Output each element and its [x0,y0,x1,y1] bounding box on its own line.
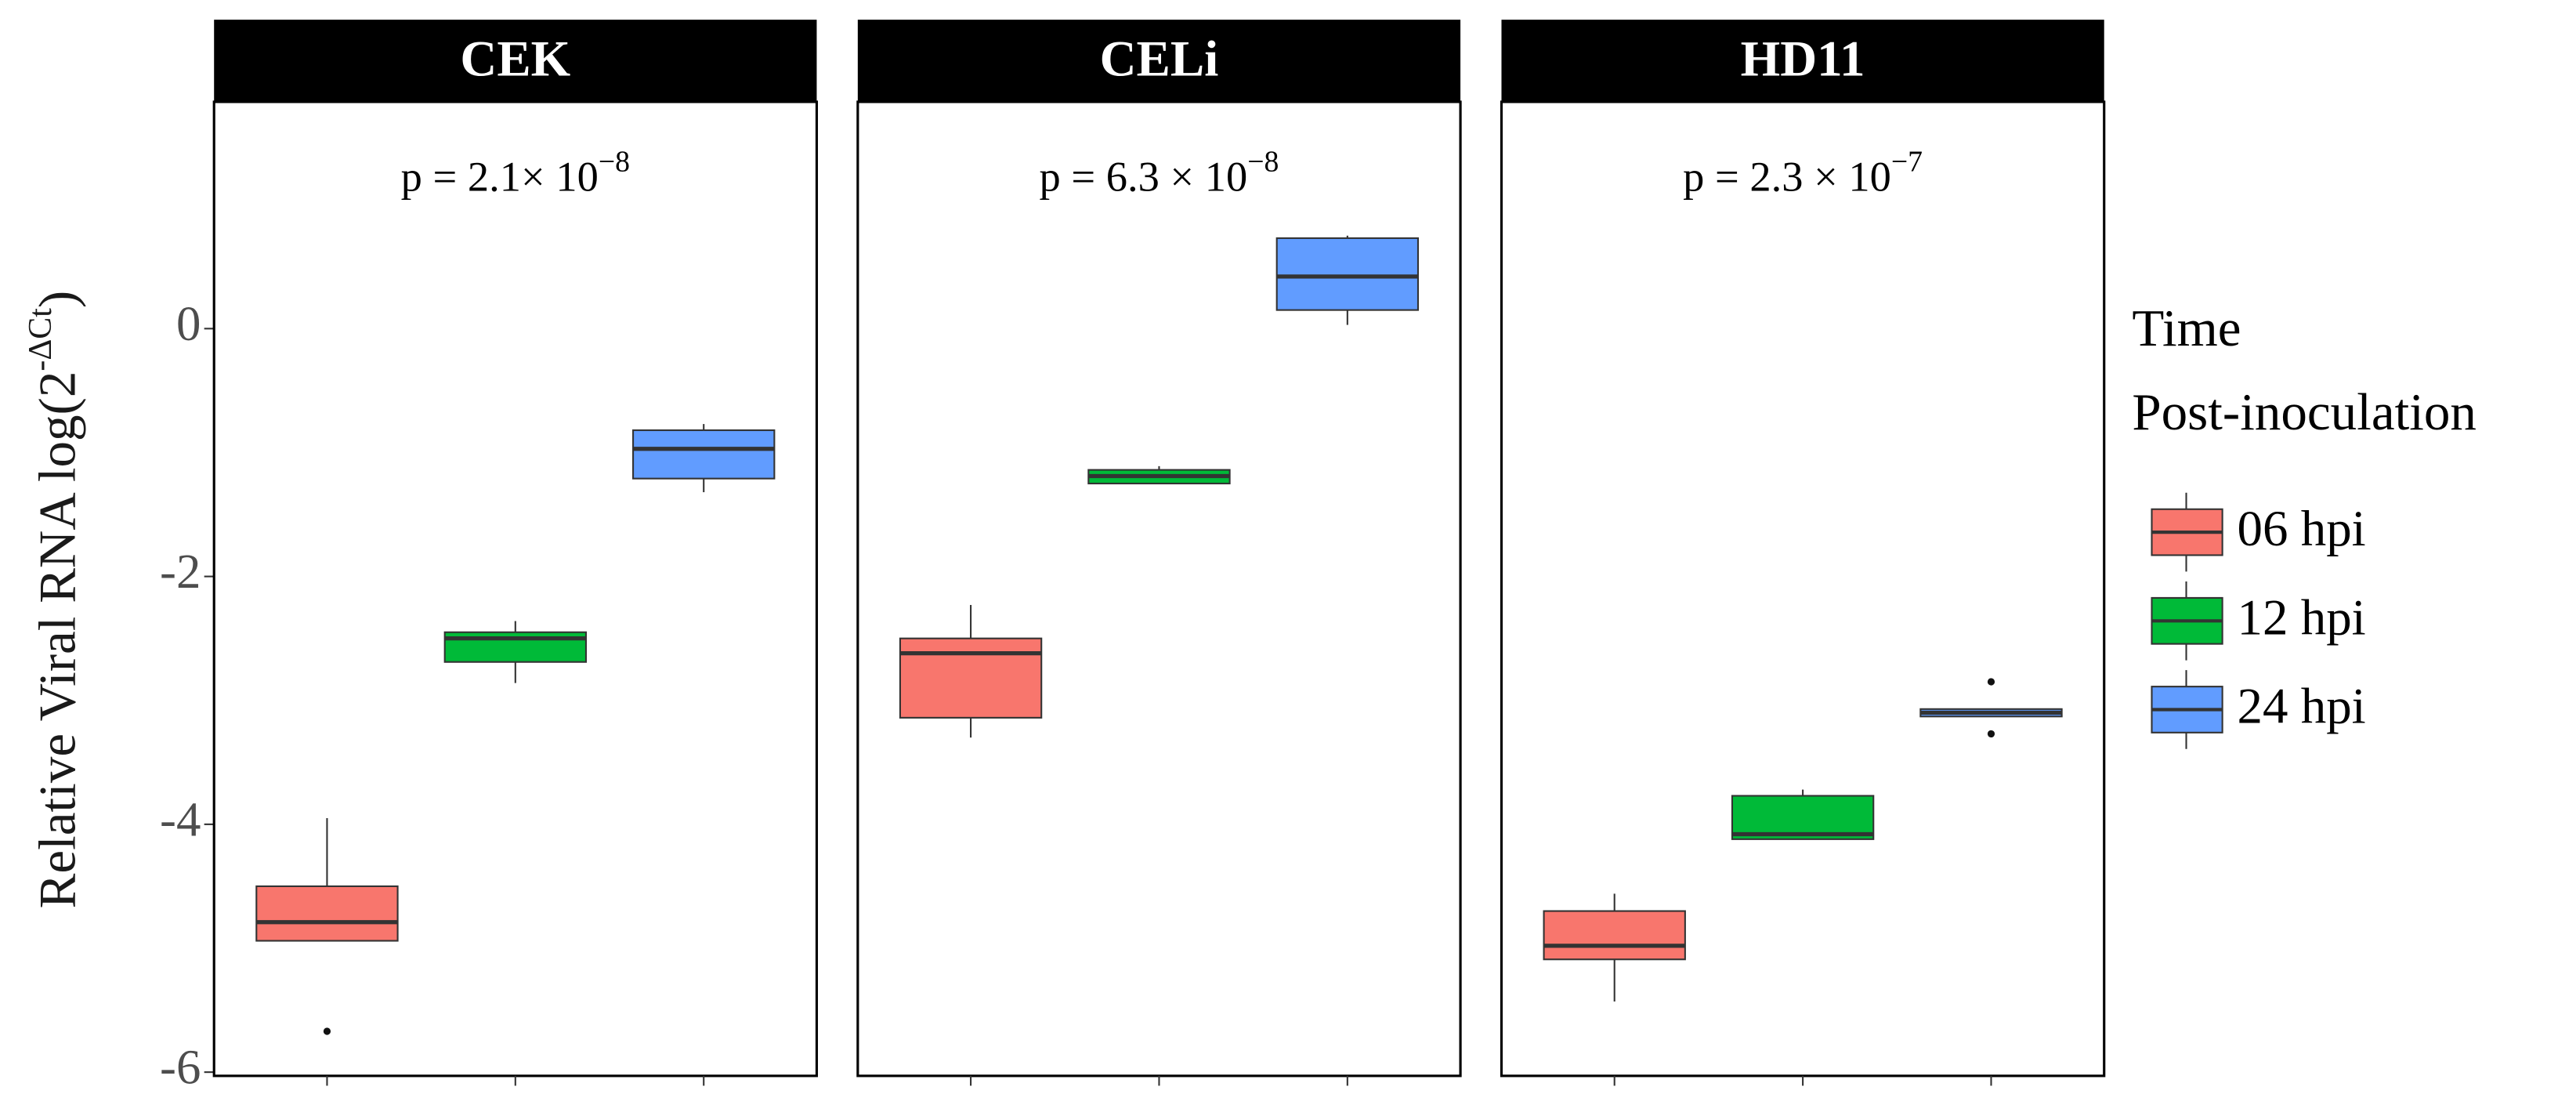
legend-label: 06 hpi [2237,501,2365,557]
legend-label: 12 hpi [2237,589,2365,646]
outlier [1987,678,1995,686]
facet-title: CEK [460,31,570,88]
box [899,637,1043,719]
p-value-text: p = 6.3 × 10 [1040,152,1248,200]
p-value-exponent: −8 [599,145,630,178]
p-value-exponent: −7 [1891,145,1923,178]
box [1543,910,1686,961]
p-value-exponent: −8 [1247,145,1279,178]
y-label-suffix: ) [28,291,87,308]
p-value-text: p = 2.3 × 10 [1683,152,1891,200]
facet-title: CELi [1100,31,1219,88]
legend-label: 24 hpi [2237,678,2365,734]
y-tick-label: -2 [160,544,201,599]
y-tick-label: -6 [160,1040,201,1095]
facet-header [857,20,1461,102]
facet-title: HD11 [1741,31,1865,88]
y-label-main: Relative Viral RNA log(2 [28,371,87,909]
facet-header [1501,20,2104,102]
p-value-text: p = 2.1× 10 [401,152,599,200]
y-tick-label: 0 [176,296,201,351]
p-value: p = 2.1× 10−8 [401,145,630,200]
legend-title: Time [2132,299,2241,357]
box [1275,237,1420,311]
box [255,885,399,942]
y-tick-label: -4 [160,791,201,846]
legend-title: Post-inoculation [2132,382,2477,441]
p-value: p = 6.3 × 10−8 [1040,145,1279,200]
y-label-superscript: -ΔCt [23,308,59,371]
outlier [1987,730,1995,738]
facet-header [214,20,817,102]
p-value: p = 2.3 × 10−7 [1683,145,1923,200]
box [1731,795,1875,840]
box [632,429,776,480]
outlier [323,1027,331,1035]
y-axis-label: Relative Viral RNA log(2-ΔCt) [23,291,87,909]
